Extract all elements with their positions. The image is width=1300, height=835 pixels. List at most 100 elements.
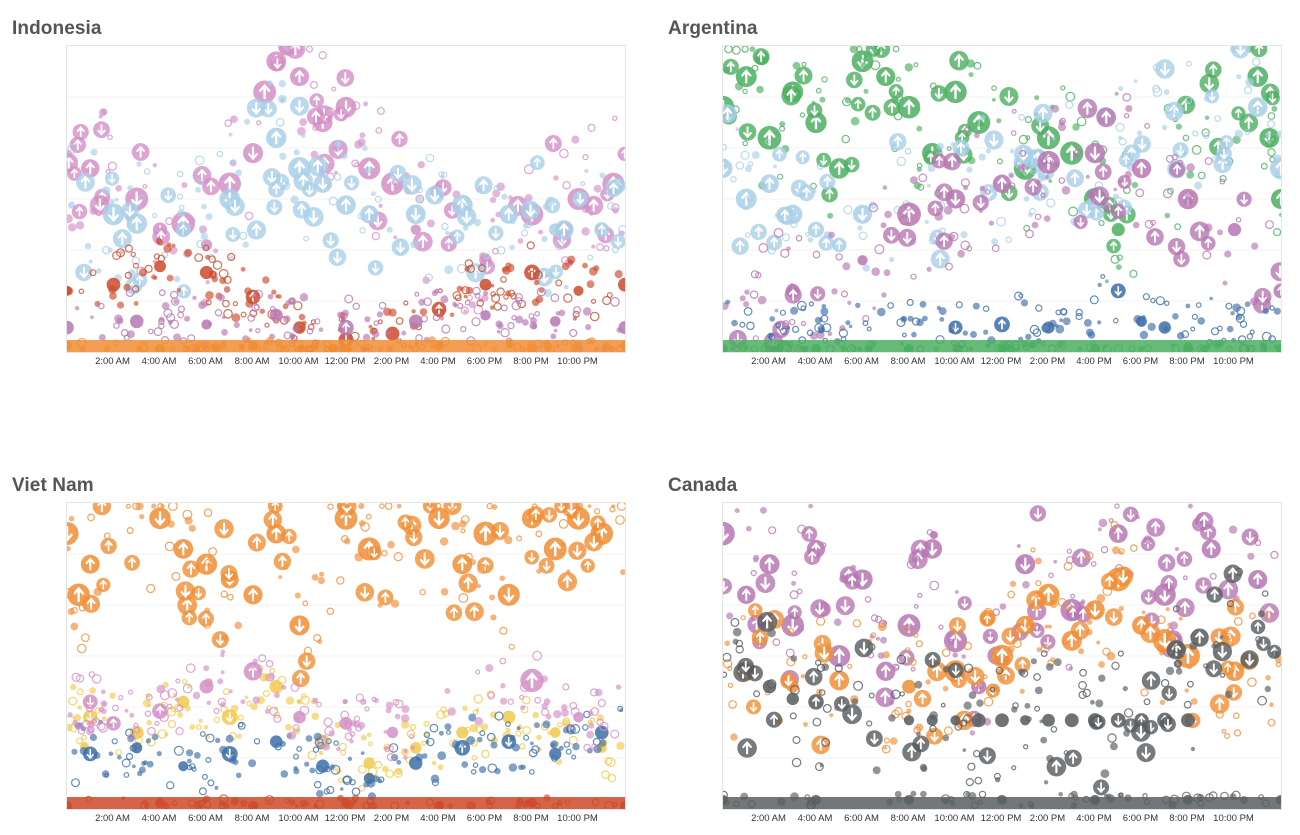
data-point [305,735,313,742]
arrow-up-icon [296,672,305,685]
data-point [311,712,319,720]
arrow-up-icon [559,222,569,237]
data-point [246,700,252,707]
data-point [1100,545,1109,554]
data-point [377,107,385,115]
data-point [960,231,968,239]
data-point [527,343,537,352]
data-point [1186,163,1195,172]
data-point [492,189,501,198]
data-point [1272,650,1280,658]
data-point [1020,299,1029,307]
data-point [70,778,81,788]
data-point [123,772,130,778]
data-point [1085,628,1093,636]
data-point [903,715,915,726]
data-point [167,242,172,247]
data-point [615,684,622,690]
data-point [749,290,759,300]
data-point [474,717,484,726]
scatter-plot [723,503,1281,809]
data-point [1070,790,1078,799]
data-point [1035,580,1042,587]
data-point [312,746,320,753]
data-point [405,800,410,806]
arrow-down-icon [1136,725,1146,739]
arrow-down-icon [983,750,992,762]
data-point [1216,339,1224,347]
data-point [493,185,501,192]
arrow-up-icon [97,503,107,513]
data-point [1022,342,1030,351]
data-point [1192,130,1199,137]
data-point [939,317,945,322]
data-point [799,346,805,352]
data-point [194,800,203,809]
data-point [227,252,236,262]
data-point [129,744,137,752]
data-point [1033,673,1042,681]
arrow-down-icon [1005,187,1014,199]
data-point [282,346,287,351]
data-point [136,161,142,167]
data-point [119,249,124,255]
arrow-up-icon [723,107,733,120]
x-tick-label: 2:00 PM [373,356,410,367]
data-point [505,290,512,297]
data-point [1191,144,1202,155]
data-point [1018,134,1029,145]
data-point [368,741,373,747]
data-point [131,256,141,265]
x-tick-label: 10:00 PM [1213,356,1254,367]
data-point [462,705,468,711]
data-point [1228,525,1238,534]
data-point [101,108,107,115]
arrow-up-icon [809,670,819,683]
data-point [1150,219,1157,226]
data-point [751,64,759,72]
data-point [522,222,529,229]
data-point [1159,699,1166,705]
data-point [773,164,777,169]
data-point [511,743,520,752]
data-point [975,119,984,127]
data-point [862,320,869,327]
data-point [500,697,508,705]
data-point [362,333,371,342]
arrow-down-icon [396,241,405,254]
arrow-down-icon [430,189,440,202]
arrow-down-icon [552,267,560,277]
data-point [1258,794,1265,800]
data-point [362,802,370,809]
data-point [1106,793,1112,799]
data-point [723,158,733,178]
data-point [181,182,188,188]
data-point [985,148,992,154]
data-point [221,299,230,308]
data-point [322,743,330,751]
data-point [247,314,256,322]
data-point [385,769,394,778]
data-point [1097,282,1102,288]
data-point [410,240,419,249]
arrow-up-icon [526,672,538,689]
data-point [1095,699,1104,708]
data-point [146,760,154,768]
data-point [966,166,973,173]
data-point [406,729,416,739]
data-point [950,715,961,726]
data-point [724,640,730,647]
data-point [800,305,807,312]
data-point [515,297,523,305]
data-point [113,339,120,347]
data-point [1164,212,1171,219]
data-point [464,299,471,306]
data-point [95,210,102,217]
data-point [1222,280,1228,286]
data-point [1118,605,1124,612]
data-point [1117,650,1124,657]
x-tick-label: 8:00 PM [513,356,549,367]
arrow-up-icon [1082,101,1093,115]
data-point [791,580,797,586]
data-point [1212,641,1220,648]
